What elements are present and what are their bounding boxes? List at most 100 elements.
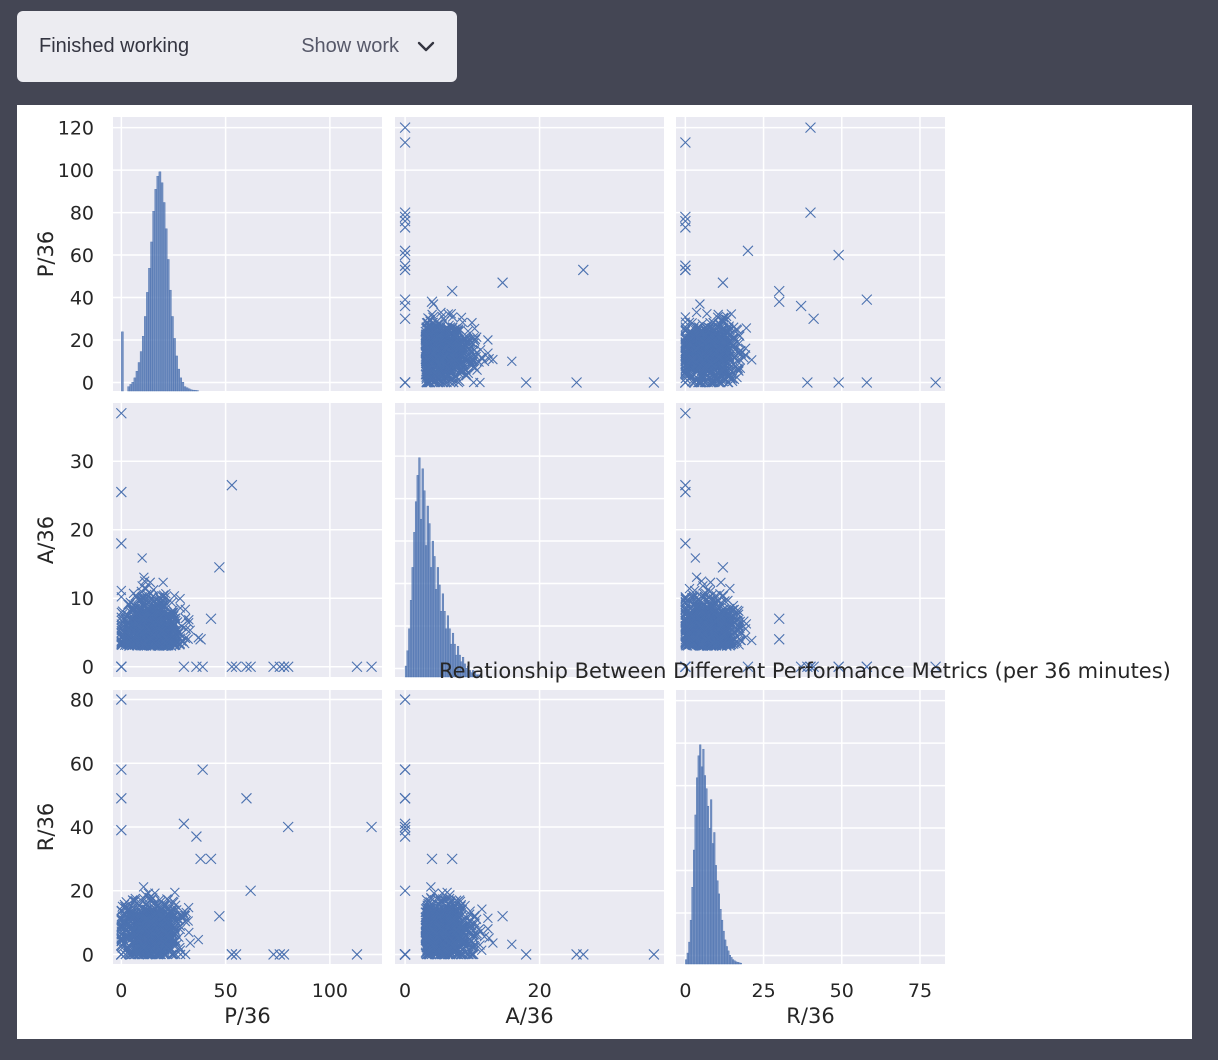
scatter-point — [169, 590, 180, 601]
scatter-point — [133, 620, 144, 631]
outlier-point — [195, 633, 206, 645]
outlier-point — [366, 821, 377, 833]
scatter-point — [174, 942, 185, 953]
scatter-point — [444, 328, 455, 339]
scatter-points — [399, 694, 660, 960]
status-label: Finished working — [39, 35, 190, 57]
outlier-point — [679, 137, 691, 148]
scatter-point — [132, 930, 142, 940]
histogram-bar — [194, 390, 197, 392]
scatter-point — [139, 611, 149, 622]
scatter-point — [116, 914, 127, 925]
scatter-point — [139, 943, 149, 953]
scatter-point — [709, 367, 720, 378]
scatter-point — [157, 641, 168, 651]
panel-P/36-vs-R/36 — [676, 117, 945, 391]
scatter-point — [185, 625, 196, 636]
scatter-point — [137, 640, 148, 651]
panel-A/36-vs-R/36 — [676, 403, 945, 677]
outlier-point — [497, 277, 508, 289]
scatter-points — [679, 407, 942, 673]
outlier-point — [577, 264, 589, 276]
outlier-point — [679, 211, 691, 223]
histogram-bar — [141, 335, 145, 392]
scatter-point — [117, 606, 128, 616]
outlier-point — [520, 377, 532, 388]
histogram-bar — [148, 268, 151, 392]
panel-A/36-vs-P/36 — [113, 403, 382, 677]
scatter-point — [728, 351, 738, 362]
panel-R/36-vs-A/36 — [395, 690, 664, 964]
outlier-point — [115, 407, 127, 419]
histogram-bar — [158, 171, 162, 392]
outlier-point — [399, 122, 411, 134]
outlier-point — [115, 764, 127, 776]
scatter-point — [142, 926, 153, 937]
outlier-point — [930, 377, 942, 388]
scatter-point — [696, 353, 707, 364]
scatter-point — [718, 590, 729, 601]
scatter-point — [705, 377, 716, 388]
scatter-point — [168, 949, 179, 960]
outlier-point — [833, 661, 845, 673]
scatter-point — [429, 354, 440, 365]
histogram-bar — [414, 501, 418, 678]
scatter-point — [724, 352, 735, 362]
scatter-point — [125, 631, 136, 642]
scatter-point — [446, 308, 457, 319]
outlier-point — [282, 661, 294, 673]
outlier-point — [278, 949, 290, 960]
scatter-point — [466, 949, 477, 960]
scatter-point — [142, 621, 153, 632]
scatter-point — [118, 934, 128, 944]
scatter-point — [154, 944, 165, 954]
scatter-point — [153, 596, 164, 607]
scatter-point — [487, 354, 498, 365]
histogram-bar — [173, 338, 176, 392]
outlier-point — [178, 818, 190, 830]
scatter-point — [141, 915, 152, 926]
outlier-point — [241, 792, 252, 804]
scatter-point — [454, 376, 465, 387]
scatter-point — [702, 584, 713, 595]
scatter-point — [170, 949, 181, 960]
scatter-point — [158, 920, 168, 930]
scatter-point — [725, 328, 736, 339]
scatter-point — [138, 881, 149, 892]
scatter-point — [423, 342, 433, 353]
histogram-bar — [421, 468, 424, 678]
scatter-point — [145, 577, 156, 588]
scatter-point — [129, 909, 140, 920]
scatter-point — [119, 907, 130, 918]
outlier-point — [399, 137, 411, 148]
scatter-point — [686, 611, 697, 622]
histogram-bar — [144, 316, 147, 392]
histogram-bar — [406, 650, 409, 678]
scatter-point — [694, 620, 705, 631]
outlier-point — [205, 853, 217, 865]
histogram-bar — [150, 241, 153, 392]
outlier-point — [399, 245, 411, 257]
scatter-point — [717, 342, 728, 353]
show-work-button[interactable]: Show work — [301, 35, 435, 58]
histogram-bar — [179, 377, 183, 392]
scatter-point — [120, 613, 131, 624]
scatter-point — [475, 377, 485, 388]
scatter-point — [746, 354, 757, 365]
outlier-point — [226, 479, 238, 491]
pairplot-figure: 0 20 40 60 80 100 120 P/36 0 10 20 30 A/36 0 20 40 60 80 R… — [17, 105, 1192, 1039]
histogram-bar — [175, 355, 178, 392]
scatter-point — [436, 307, 446, 318]
scatter-point — [145, 925, 156, 936]
outlier-point — [399, 260, 411, 272]
scatter-point — [422, 368, 433, 379]
chevron-down-icon[interactable] — [417, 38, 435, 56]
scatter-point — [451, 363, 462, 374]
scatter-point — [140, 890, 151, 900]
scatter-point — [467, 317, 477, 328]
outlier-point — [115, 486, 127, 498]
outlier-point — [268, 661, 279, 673]
scatter-point — [150, 949, 161, 960]
scatter-point — [152, 607, 163, 617]
outlier-point — [278, 661, 290, 673]
